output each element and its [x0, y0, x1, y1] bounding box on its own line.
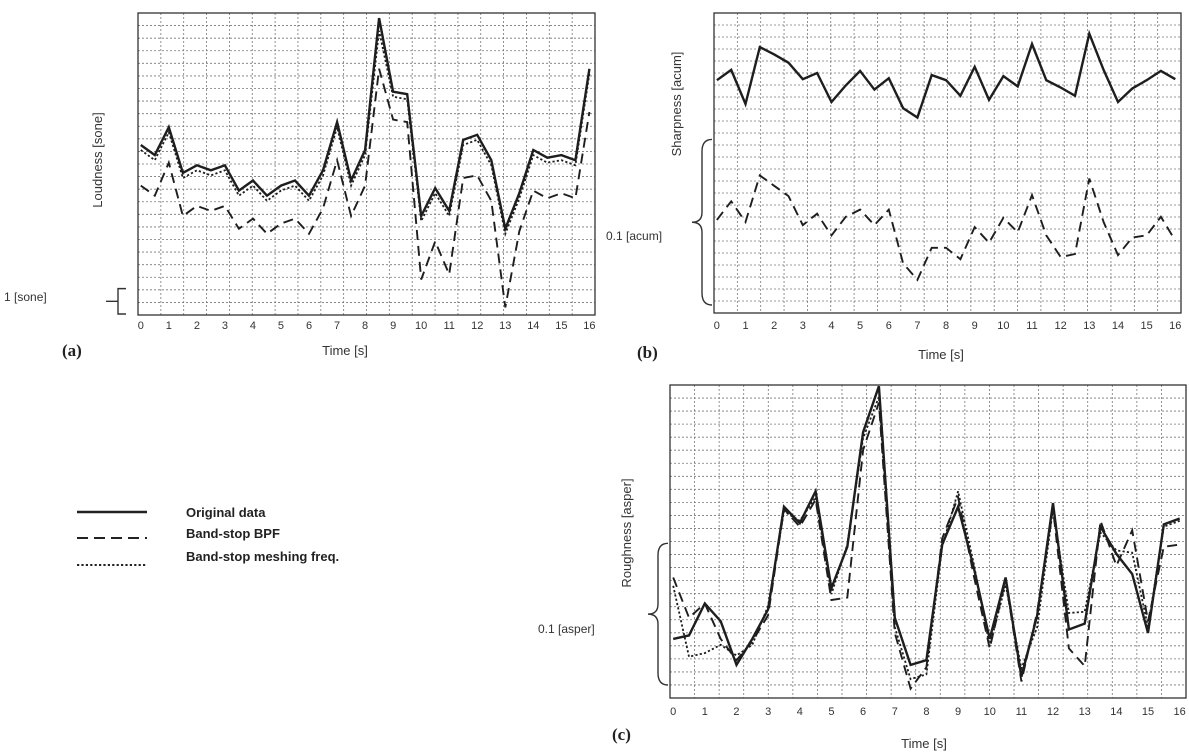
grid-c [670, 385, 1186, 698]
x-tick-label: 0 [670, 706, 676, 718]
x-axis-label-c: Time [s] [901, 736, 947, 751]
panel-label-c: (c) [612, 725, 631, 744]
x-tick-label: 16 [583, 320, 595, 332]
grid-b [714, 13, 1181, 313]
x-tick-label: 11 [443, 320, 454, 332]
plot-frame-b [713, 12, 1182, 314]
x-tick-label: 14 [1112, 320, 1124, 332]
x-tick-label: 12 [1047, 706, 1059, 718]
x-tick-label: 6 [886, 320, 892, 332]
x-tick-label: 0 [138, 320, 144, 332]
x-tick-label: 15 [1140, 320, 1152, 332]
x-tick-label: 10 [997, 320, 1009, 332]
x-tick-label: 9 [955, 706, 961, 718]
x-tick-label: 16 [1169, 320, 1181, 332]
x-tick-label: 3 [800, 320, 806, 332]
plot-area-c: 0 1 2 3 4 5 6 7 8 9 10 11 12 13 14 15 16 [669, 384, 1187, 718]
scale-bar-c [647, 542, 669, 686]
x-tick-label: 8 [943, 320, 949, 332]
x-tick-label: 4 [797, 706, 803, 718]
x-tick-label: 15 [555, 320, 567, 332]
series-line-band-stop-meshing-freq [672, 396, 1181, 681]
x-tick-label: 13 [499, 320, 511, 332]
x-axis-label-b: Time [s] [918, 347, 964, 362]
x-tick-label: 14 [527, 320, 539, 332]
y-axis-label-c: Roughness [asper] [619, 478, 634, 587]
legend-label-original: Original data [186, 505, 266, 520]
legend: Original data Band-stop BPF Band-stop me… [77, 505, 339, 566]
series-line-band-stop-bpf [672, 402, 1180, 691]
x-tick-label: 7 [914, 320, 920, 332]
chart-a: 0 1 2 3 4 5 6 7 8 9 10 11 12 13 14 15 16 Time [s] Loudne… [4, 12, 596, 360]
scale-bar-b [691, 138, 713, 306]
x-tick-label: 13 [1083, 320, 1095, 332]
scale-brace [691, 138, 713, 306]
scale-brace [647, 542, 669, 686]
x-tick-label: 10 [415, 320, 427, 332]
x-tick-label: 1 [166, 320, 172, 332]
x-tick-label: 2 [733, 706, 739, 718]
x-tick-label: 5 [828, 706, 834, 718]
scale-label-b: 0.1 [acum] [606, 229, 662, 243]
scale-bar-a [106, 287, 126, 315]
x-tick-label: 16 [1174, 706, 1186, 718]
plot-frame-c [669, 384, 1187, 699]
x-tick-label: 7 [892, 706, 898, 718]
series-line-original-data [716, 29, 1176, 120]
chart-b: 0 1 2 3 4 5 6 7 8 9 10 11 12 13 14 15 16 Time [s] Sharpn… [606, 12, 1182, 362]
x-axis-label-a: Time [s] [322, 343, 368, 358]
x-tick-label: 8 [923, 706, 929, 718]
x-tick-label: 3 [222, 320, 228, 332]
scale-bracket [106, 287, 126, 315]
legend-label-bpf: Band-stop BPF [186, 526, 280, 541]
x-tick-label: 9 [972, 320, 978, 332]
x-tick-label: 6 [860, 706, 866, 718]
x-tick-label: 1 [742, 320, 748, 332]
x-tick-label: 7 [334, 320, 340, 332]
legend-label-meshing: Band-stop meshing freq. [186, 549, 339, 564]
series-line-band-stop-meshing-freq [140, 30, 591, 237]
series-line-band-stop-bpf [140, 68, 591, 308]
plot-area-b: 0 1 2 3 4 5 6 7 8 9 10 11 12 13 14 15 16 [713, 12, 1182, 332]
panel-label-b: (b) [637, 343, 658, 362]
chart-c: 0 1 2 3 4 5 6 7 8 9 10 11 12 13 14 15 16 Time [s] Roughn… [538, 384, 1187, 751]
x-tick-label: 4 [250, 320, 256, 332]
x-tick-label: 2 [771, 320, 777, 332]
plot-area-a: 0 1 2 3 4 5 6 7 8 9 10 11 12 13 14 15 16 [137, 12, 596, 332]
x-tick-label: 5 [857, 320, 863, 332]
x-tick-label: 4 [828, 320, 834, 332]
x-tick-label: 9 [390, 320, 396, 332]
y-axis-label-a: Loudness [sone] [90, 112, 105, 207]
x-tick-label: 8 [362, 320, 368, 332]
series-line-band-stop-bpf [716, 173, 1177, 282]
x-tick-label: 5 [278, 320, 284, 332]
x-tick-label: 12 [471, 320, 483, 332]
x-tick-label: 11 [1026, 320, 1037, 332]
scale-label-c: 0.1 [asper] [538, 622, 595, 636]
y-axis-label-b: Sharpness [acum] [669, 52, 684, 157]
plot-frame-a [137, 12, 596, 316]
x-tick-label: 12 [1055, 320, 1067, 332]
x-tick-label: 10 [984, 706, 996, 718]
scale-label-a: 1 [sone] [4, 290, 47, 304]
x-tick-label: 13 [1079, 706, 1091, 718]
series-line-original-data [140, 17, 591, 233]
x-tick-label: 1 [702, 706, 708, 718]
x-tick-label: 6 [306, 320, 312, 332]
x-tick-label: 11 [1016, 706, 1027, 718]
x-tick-label: 0 [714, 320, 720, 332]
x-tick-label: 3 [765, 706, 771, 718]
x-tick-label: 14 [1110, 706, 1122, 718]
x-tick-label: 15 [1142, 706, 1154, 718]
grid-a [138, 13, 595, 315]
panel-label-a: (a) [62, 341, 82, 360]
x-tick-label: 2 [194, 320, 200, 332]
series-line-original-data [672, 385, 1181, 677]
